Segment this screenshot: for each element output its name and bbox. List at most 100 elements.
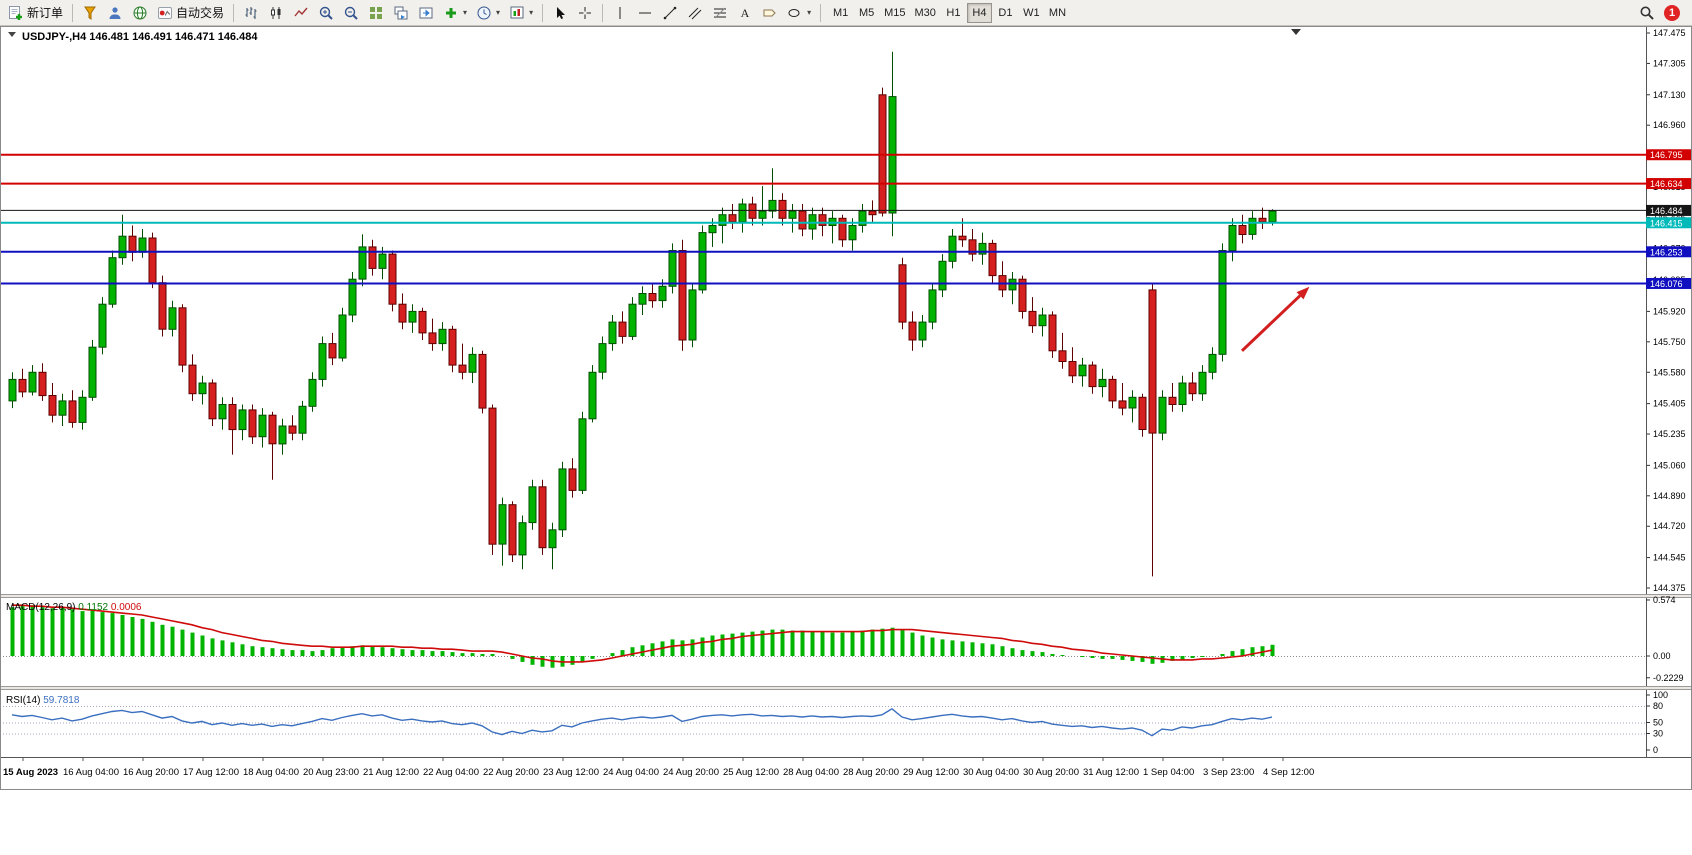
chart-window[interactable]: 147.475147.305147.130146.960146.790146.6… [0, 26, 1692, 790]
timeframe-m1-button[interactable]: M1 [832, 6, 849, 19]
shapes-icon [788, 8, 800, 17]
cascade-windows-button[interactable] [389, 2, 413, 24]
horizontal-line-tool-button[interactable] [633, 2, 657, 24]
template-button[interactable]: ▾ [505, 2, 537, 24]
svg-text:144.375: 144.375 [1653, 583, 1686, 593]
timeframe-h4-button[interactable]: H4 [966, 2, 992, 23]
price-badge [1646, 217, 1692, 229]
trend-arrow[interactable] [1240, 286, 1310, 352]
market-button[interactable] [128, 2, 152, 24]
time-label: 22 Aug 20:00 [483, 767, 539, 778]
price-chart-canvas[interactable]: 147.475147.305147.130146.960146.790146.6… [0, 26, 1692, 790]
svg-text:50: 50 [1653, 718, 1663, 728]
horizontal-line-icon [639, 12, 652, 13]
auto-trading-icon [158, 6, 173, 19]
signals-button[interactable] [78, 2, 102, 24]
toolbar-separator [542, 3, 544, 22]
svg-text:146.484: 146.484 [1650, 206, 1683, 216]
chart-shift-marker[interactable] [1291, 29, 1301, 35]
period-button[interactable]: ▾ [472, 2, 504, 24]
hline-146.415[interactable]: 146.415 [0, 217, 1692, 229]
hline-146.253[interactable]: 146.253 [0, 246, 1692, 258]
timeframe-d1-button[interactable]: D1 [998, 6, 1013, 19]
line-chart-mode-icon [294, 7, 308, 16]
add-indicator-icon [446, 7, 457, 18]
svg-text:147.305: 147.305 [1653, 58, 1686, 68]
tile-windows-button[interactable] [364, 2, 388, 24]
chevron-down-icon: ▾ [529, 8, 534, 17]
svg-text:0: 0 [1653, 745, 1658, 755]
toolbar-separator [233, 3, 235, 22]
label-tool-button[interactable] [758, 2, 782, 24]
svg-text:147.475: 147.475 [1653, 28, 1686, 38]
crosshair-icon [579, 6, 592, 19]
text-tool-button[interactable]: A [733, 2, 757, 24]
price-badge [1646, 149, 1692, 161]
bar-chart-mode-button[interactable] [239, 2, 263, 24]
profile-button[interactable] [103, 2, 127, 24]
template-icon [510, 6, 524, 18]
chart-menu-icon[interactable] [8, 32, 16, 37]
search-button[interactable] [1635, 2, 1659, 24]
svg-text:0.574: 0.574 [1653, 595, 1676, 605]
toolbar-separator [72, 3, 74, 22]
macd-signal-line [12, 604, 1273, 663]
fibonacci-icon [714, 7, 727, 18]
auto-trading-label: 自动交易 [176, 6, 225, 20]
time-label: 28 Aug 20:00 [843, 767, 899, 778]
timeframe-m5-button[interactable]: M5 [858, 6, 875, 19]
vertical-line-icon [619, 6, 621, 19]
time-label: 16 Aug 20:00 [123, 767, 179, 778]
crosshair-button[interactable] [573, 2, 597, 24]
cursor-icon [557, 6, 566, 19]
timeframe-group: M1 M5 M15 M30 H1 H4 D1 W1 MN [828, 2, 1070, 23]
timeframe-m15-button[interactable]: M15 [884, 6, 906, 19]
vertical-line-tool-button[interactable] [608, 2, 632, 24]
trendline-tool-button[interactable] [658, 2, 682, 24]
svg-text:145.405: 145.405 [1653, 399, 1686, 409]
timeframe-m30-button[interactable]: M30 [914, 6, 936, 19]
new-order-button[interactable]: 新订单 [4, 2, 67, 24]
svg-text:146.076: 146.076 [1650, 279, 1683, 289]
zoom-in-icon [319, 6, 333, 20]
candlestick-mode-button[interactable] [264, 2, 288, 24]
auto-trading-button[interactable]: 自动交易 [153, 2, 228, 24]
svg-text:146.253: 146.253 [1650, 247, 1683, 257]
svg-text:145.920: 145.920 [1653, 306, 1686, 316]
hline-146.795[interactable]: 146.795 [0, 149, 1692, 161]
add-indicator-button[interactable]: ▾ [439, 2, 471, 24]
price-badge [1646, 277, 1692, 289]
price-badge [1646, 204, 1692, 216]
channel-icon [688, 7, 702, 19]
timeframe-mn-button[interactable]: MN [1048, 6, 1067, 19]
search-icon [1640, 6, 1654, 20]
chevron-down-icon: ▾ [496, 8, 501, 17]
fibonacci-tool-button[interactable] [708, 2, 732, 24]
timeframe-w1-button[interactable]: W1 [1023, 6, 1040, 19]
notification-badge[interactable]: 1 [1664, 4, 1680, 21]
new-order-icon [9, 5, 22, 20]
svg-text:A: A [741, 6, 750, 20]
line-chart-mode-button[interactable] [289, 2, 313, 24]
svg-text:100: 100 [1653, 690, 1668, 700]
time-label: 15 Aug 2023 [3, 767, 58, 778]
svg-text:145.750: 145.750 [1653, 337, 1686, 347]
zoom-in-button[interactable] [314, 2, 338, 24]
timeframe-h1-button[interactable]: H1 [946, 6, 961, 19]
tile-windows-icon [370, 6, 383, 19]
price-badge [1646, 178, 1692, 190]
cursor-button[interactable] [548, 2, 572, 24]
chart-shift-button[interactable] [414, 2, 438, 24]
time-label: 22 Aug 04:00 [423, 767, 479, 778]
hline-146.076[interactable]: 146.076 [0, 277, 1692, 289]
candlestick-mode-icon [271, 6, 281, 19]
rsi-label: RSI(14) 59.7818 [6, 695, 80, 706]
hline-146.634[interactable]: 146.634 [0, 178, 1692, 190]
shapes-tool-button[interactable]: ▾ [783, 2, 815, 24]
signals-icon [84, 6, 96, 20]
new-order-label: 新订单 [27, 6, 64, 20]
zoom-out-button[interactable] [339, 2, 363, 24]
time-label: 21 Aug 12:00 [363, 767, 419, 778]
channel-tool-button[interactable] [683, 2, 707, 24]
hline-146.484[interactable]: 146.484 [0, 204, 1692, 216]
